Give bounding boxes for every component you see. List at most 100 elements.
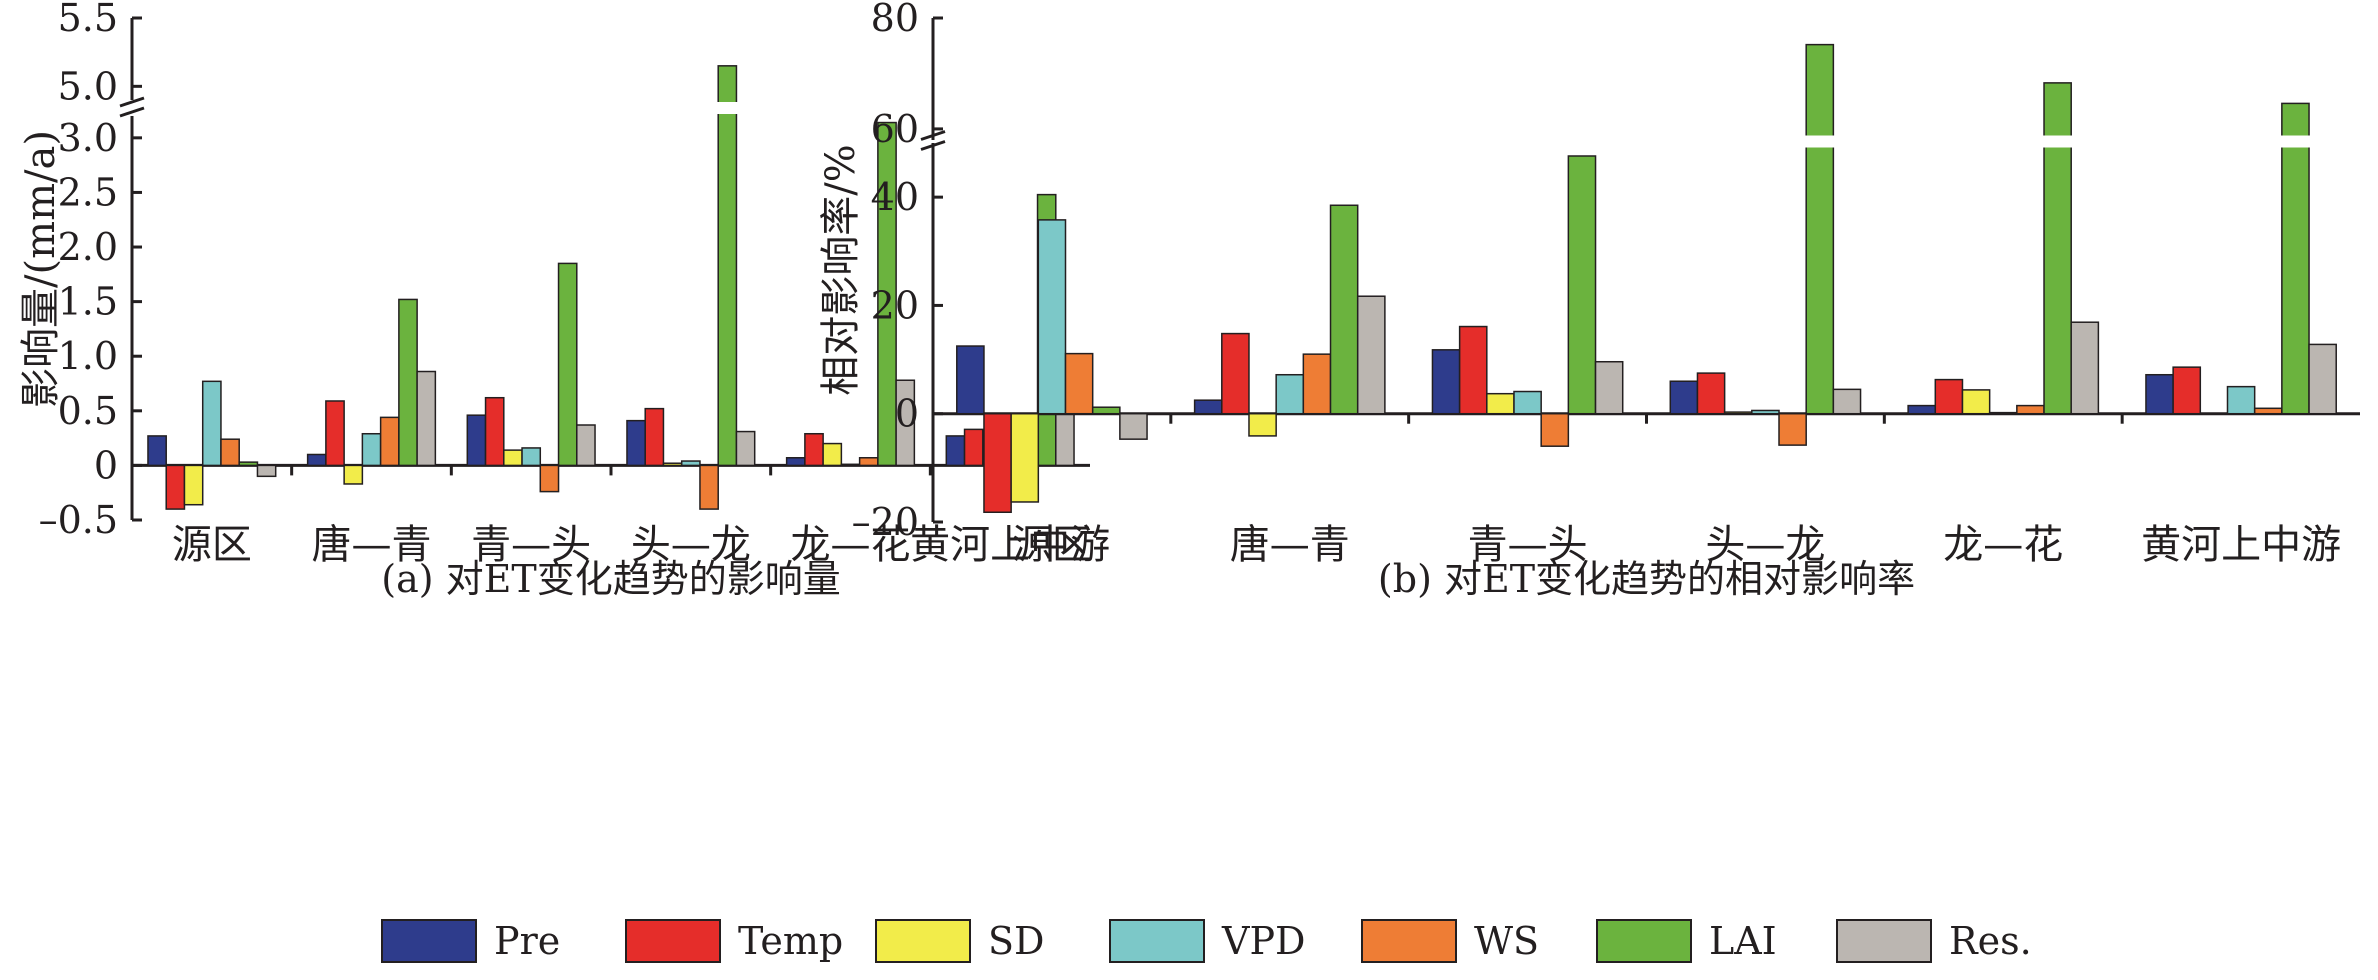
bar-break-gap xyxy=(715,102,740,114)
legend-label: Pre xyxy=(494,919,560,963)
bar-ws xyxy=(1064,352,1094,415)
panel-b-chart: –20 0 20 40 60 80 源区 唐—青 青—头 头—龙 龙—花 黄河上中游 相对影响率/% (b… xyxy=(818,0,2360,601)
bar-vpd xyxy=(1751,409,1780,415)
y-tick-label: 1.5 xyxy=(58,280,118,324)
bar-break-gap xyxy=(2278,135,2313,148)
x-tick-label: 龙—花 xyxy=(1943,522,2063,568)
bar-break-gap xyxy=(1803,135,1837,148)
bar-lai xyxy=(2281,102,2310,415)
bar-ws xyxy=(858,457,879,467)
bar-vpd xyxy=(1513,390,1542,415)
bar-temp xyxy=(1458,325,1488,415)
y-tick-label: 80 xyxy=(871,0,919,40)
legend-label: Temp xyxy=(738,919,843,963)
bar-res xyxy=(895,379,916,467)
y-tick-label: 0.5 xyxy=(58,389,118,433)
y-tick-label: 1.0 xyxy=(58,334,118,378)
bar-temp xyxy=(963,428,984,467)
bar-res xyxy=(1119,412,1148,440)
bar-lai xyxy=(238,461,259,467)
bar-sd xyxy=(1010,412,1040,503)
legend-label: VPD xyxy=(1221,919,1305,963)
bar-ws xyxy=(699,464,719,510)
bar-pre xyxy=(1907,404,1937,415)
bar-pre xyxy=(306,453,327,467)
bar-pre xyxy=(1669,380,1699,415)
bar-temp xyxy=(804,432,824,467)
bar-temp xyxy=(2172,366,2202,415)
bar-res xyxy=(2070,321,2100,415)
bar-temp xyxy=(1934,378,1964,415)
bar-lai xyxy=(717,65,738,467)
bar-res xyxy=(1594,360,1624,415)
legend-swatch-pre xyxy=(381,919,477,963)
legend-swatch-temp xyxy=(625,919,721,963)
y-tick-label: –20 xyxy=(852,500,919,544)
legend-swatch-ws xyxy=(1361,919,1457,963)
bar-ws xyxy=(1302,353,1332,415)
bar-temp xyxy=(983,412,1012,514)
x-tick-label: 青—头 xyxy=(471,522,591,568)
axis-break-mark xyxy=(920,140,946,151)
y-tick-label: –0.5 xyxy=(39,498,118,542)
bar-vpd xyxy=(840,463,861,467)
x-tick-label: 龙—花 xyxy=(791,522,911,568)
bar-vpd xyxy=(1988,411,2018,415)
bar-vpd xyxy=(680,460,701,467)
legend-label: SD xyxy=(988,919,1045,963)
y-tick-label: 0 xyxy=(94,443,118,487)
y-tick-label: 60 xyxy=(871,107,919,151)
bar-lai xyxy=(2043,82,2072,415)
y-axis-title: 影响量/(mm/a) xyxy=(18,130,64,408)
bar-pre xyxy=(785,457,806,467)
x-tick-label: 黄河上中游 xyxy=(910,522,1110,568)
bar-pre xyxy=(945,435,966,467)
bar-ws xyxy=(2253,407,2283,415)
bar-lai xyxy=(1091,406,1121,415)
y-tick-label: 5.0 xyxy=(58,64,118,108)
bar-vpd xyxy=(1275,373,1305,415)
bar-temp xyxy=(644,407,665,467)
bar-res xyxy=(1356,295,1386,415)
bar-res xyxy=(1832,388,1862,415)
bar-temp xyxy=(165,464,186,510)
bar-ws xyxy=(379,416,400,467)
y-tick-label: 5.5 xyxy=(58,0,118,40)
bar-sd xyxy=(503,449,523,467)
bar-temp xyxy=(1696,372,1726,415)
bar-pre xyxy=(147,435,167,467)
bar-pre xyxy=(956,345,985,415)
bar-pre xyxy=(2145,373,2174,415)
y-tick-label: 2.0 xyxy=(58,225,118,269)
x-tick-label: 头—龙 xyxy=(631,522,751,568)
bar-sd xyxy=(1961,389,1991,415)
bar-lai xyxy=(877,121,897,467)
legend: Pre Temp SD VPD WS LAI Res. xyxy=(381,919,2032,963)
bar-pre xyxy=(1193,399,1223,415)
legend-swatch-vpd xyxy=(1109,919,1205,963)
panel-caption: (b) 对ET变化趋势的相对影响率 xyxy=(1378,557,1915,601)
bar-pre xyxy=(466,414,487,467)
bar-vpd xyxy=(201,380,222,467)
bar-ws xyxy=(220,438,240,467)
x-tick-label: 源区 xyxy=(1012,522,1092,568)
bar-lai xyxy=(1805,43,1835,415)
x-tick-label: 黄河上中游 xyxy=(2141,522,2341,568)
bar-break-gap xyxy=(2041,135,2075,148)
bar-ws xyxy=(2016,404,2045,415)
x-tick-label: 头—龙 xyxy=(1705,522,1825,568)
panel-a-chart: –0.5 0 0.5 1.0 1.5 2.0 2.5 3.0 5.0 5.5 源区 唐—青 青—头 头—龙… xyxy=(18,0,1110,601)
legend-label: LAI xyxy=(1709,919,1777,963)
bar-ws xyxy=(539,464,560,493)
bar-res xyxy=(416,370,437,467)
y-tick-label: 2.5 xyxy=(58,170,118,214)
y-tick-label: 20 xyxy=(871,283,919,327)
bar-sd xyxy=(183,464,204,506)
axis-break-mark xyxy=(119,96,145,108)
legend-label: Res. xyxy=(1949,919,2032,963)
y-axis-title: 相对影响率/% xyxy=(818,144,864,395)
bar-res xyxy=(735,430,756,467)
axis-break-mark xyxy=(119,106,145,118)
